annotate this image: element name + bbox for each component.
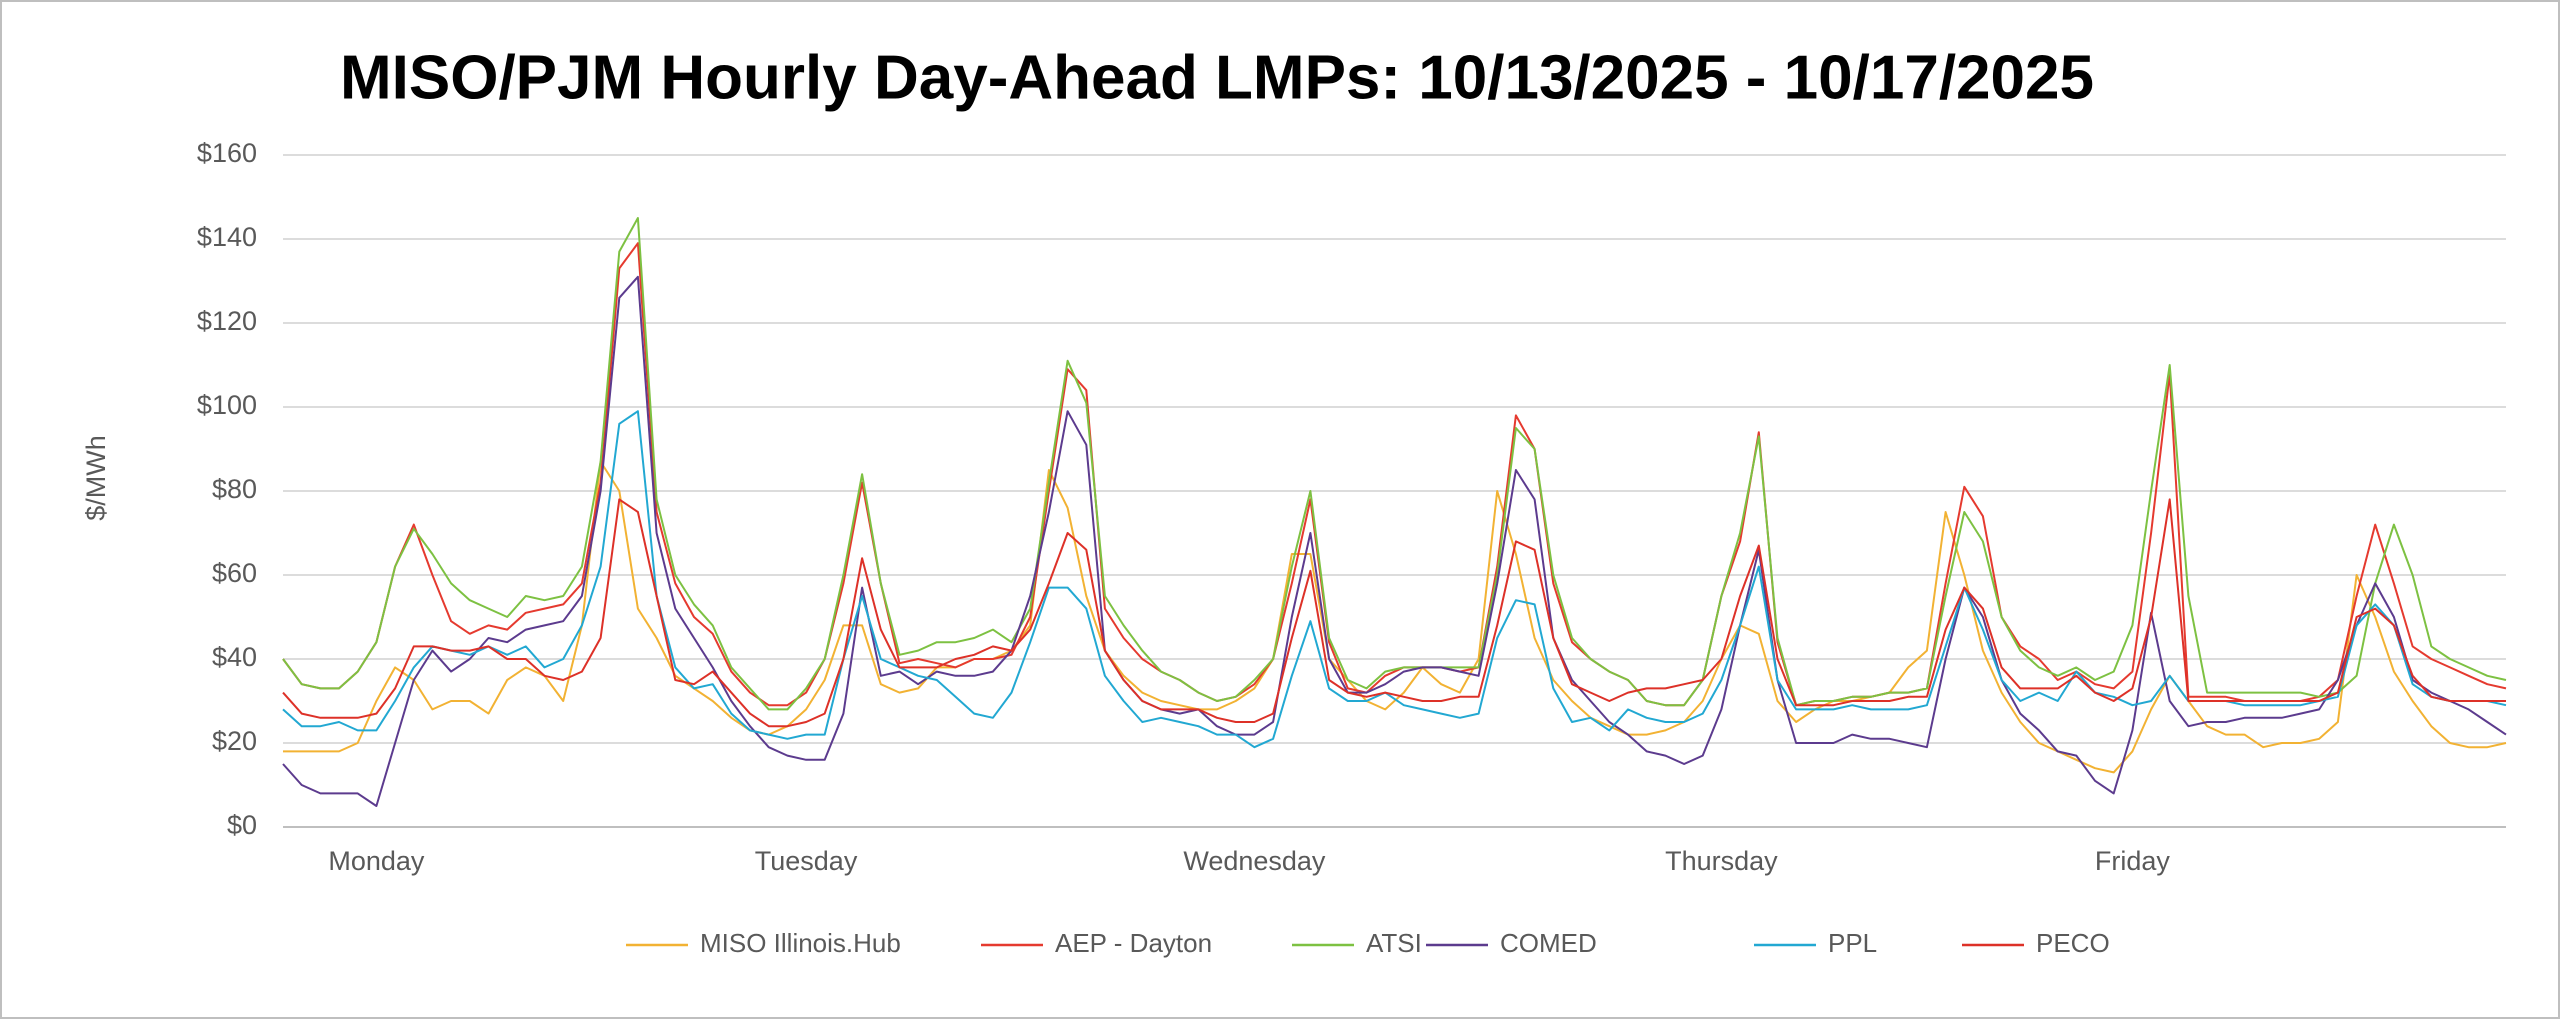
x-tick-label: Monday — [328, 846, 425, 876]
plot-area: $0 $20 $40 $60 $80 $100 $120 $140 $160 Monday Tues… — [197, 138, 2507, 958]
series-line — [282, 410, 2507, 749]
legend-label: PECO — [2036, 928, 2110, 958]
legend-label: AEP - Dayton — [1055, 928, 1212, 958]
y-tick-label: $140 — [197, 222, 257, 252]
y-tick-label: $80 — [212, 474, 257, 504]
legend-label: PPL — [1828, 928, 1877, 958]
series-line — [283, 460, 2507, 774]
y-tick-label: $20 — [212, 726, 257, 756]
y-tick-label: $40 — [212, 642, 257, 672]
y-axis-label: $/MWh — [81, 435, 111, 521]
x-tick-label: Tuesday — [755, 846, 858, 876]
y-tick-label: $100 — [197, 390, 257, 420]
chart-title: MISO/PJM Hourly Day-Ahead LMPs: 10/13/20… — [340, 43, 2094, 112]
series-line — [282, 498, 2506, 728]
series-line — [282, 217, 2507, 711]
legend-label: COMED — [1500, 928, 1597, 958]
legend-label: ATSI — [1366, 928, 1422, 958]
y-tick-label: $60 — [212, 558, 257, 588]
x-tick-label: Friday — [2095, 846, 2171, 876]
y-tick-label: $0 — [227, 810, 257, 840]
x-tick-label: Thursday — [1665, 846, 1778, 876]
y-tick-label: $120 — [197, 306, 257, 336]
series-line — [282, 275, 2507, 807]
x-tick-label: Wednesday — [1183, 846, 1326, 876]
y-tick-label: $160 — [197, 138, 257, 168]
legend-label: MISO Illinois.Hub — [700, 928, 901, 958]
